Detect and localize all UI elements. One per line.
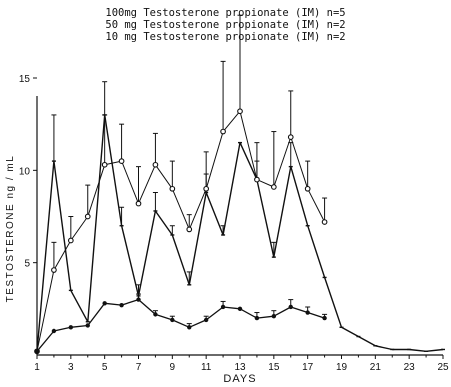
- data-point: [51, 267, 57, 273]
- x-tick-label: 11: [201, 362, 212, 373]
- x-axis-label: DAYS: [223, 373, 256, 385]
- data-point: [322, 315, 327, 321]
- data-point: [321, 219, 328, 225]
- x-tick-label: 17: [302, 362, 314, 373]
- data-point: [152, 161, 159, 168]
- x-tick-label: 9: [170, 362, 176, 373]
- data-point: [237, 306, 243, 312]
- data-point: [271, 314, 277, 319]
- x-tick-label: 15: [268, 362, 280, 373]
- data-point: [68, 325, 74, 330]
- legend-entry-100mg: 100mg Testosterone propionate (IM) n=5: [105, 7, 346, 19]
- data-point: [304, 185, 311, 192]
- y-axis-label: TESTOSTERONE ng / mL: [5, 155, 16, 303]
- data-point: [186, 226, 193, 233]
- x-tick-label: 5: [102, 362, 108, 373]
- y-tick-label: 10: [19, 166, 31, 177]
- x-tick-label: 19: [336, 362, 348, 373]
- data-point: [254, 315, 260, 321]
- data-point: [67, 237, 74, 244]
- series-2: [34, 14, 328, 355]
- x-tick-label: 21: [370, 362, 382, 373]
- data-point: [203, 317, 209, 323]
- x-tick-label: 1: [34, 362, 40, 373]
- series-line: [36, 298, 325, 352]
- data-point: [136, 297, 141, 302]
- data-point: [85, 323, 90, 328]
- data-point: [237, 108, 243, 115]
- data-point: [119, 302, 124, 308]
- legend-entry-50mg: 50 mg Testosterone propionate (IM) n=2: [105, 19, 346, 31]
- data-point: [102, 301, 107, 306]
- data-point: [288, 304, 293, 310]
- data-point: [153, 312, 158, 317]
- x-tick-label: 25: [437, 362, 449, 373]
- legend-entry-10mg: 10 mg Testosterone propionate (IM) n=2: [105, 31, 346, 43]
- data-point: [287, 134, 294, 140]
- series-3: [34, 293, 328, 354]
- data-point: [51, 328, 57, 334]
- data-point: [101, 161, 108, 168]
- y-tick-label: 15: [19, 74, 31, 85]
- data-point: [270, 184, 277, 190]
- x-tick-label: 23: [404, 362, 416, 373]
- data-point: [118, 158, 125, 164]
- data-point: [220, 128, 226, 135]
- series-line: [36, 114, 444, 352]
- data-point: [187, 325, 192, 330]
- data-point: [254, 176, 260, 183]
- x-tick-label: 3: [68, 362, 74, 373]
- data-point: [135, 200, 142, 207]
- x-tick-label: 7: [136, 362, 142, 373]
- data-point: [305, 310, 310, 315]
- x-tick-label: 13: [234, 362, 246, 373]
- series-line: [36, 110, 326, 352]
- y-tick-label: 5: [24, 259, 30, 270]
- data-point: [203, 185, 210, 192]
- data-point: [34, 349, 40, 354]
- data-point: [170, 317, 175, 323]
- data-point: [169, 185, 176, 192]
- data-point: [220, 304, 226, 310]
- data-point: [84, 213, 91, 220]
